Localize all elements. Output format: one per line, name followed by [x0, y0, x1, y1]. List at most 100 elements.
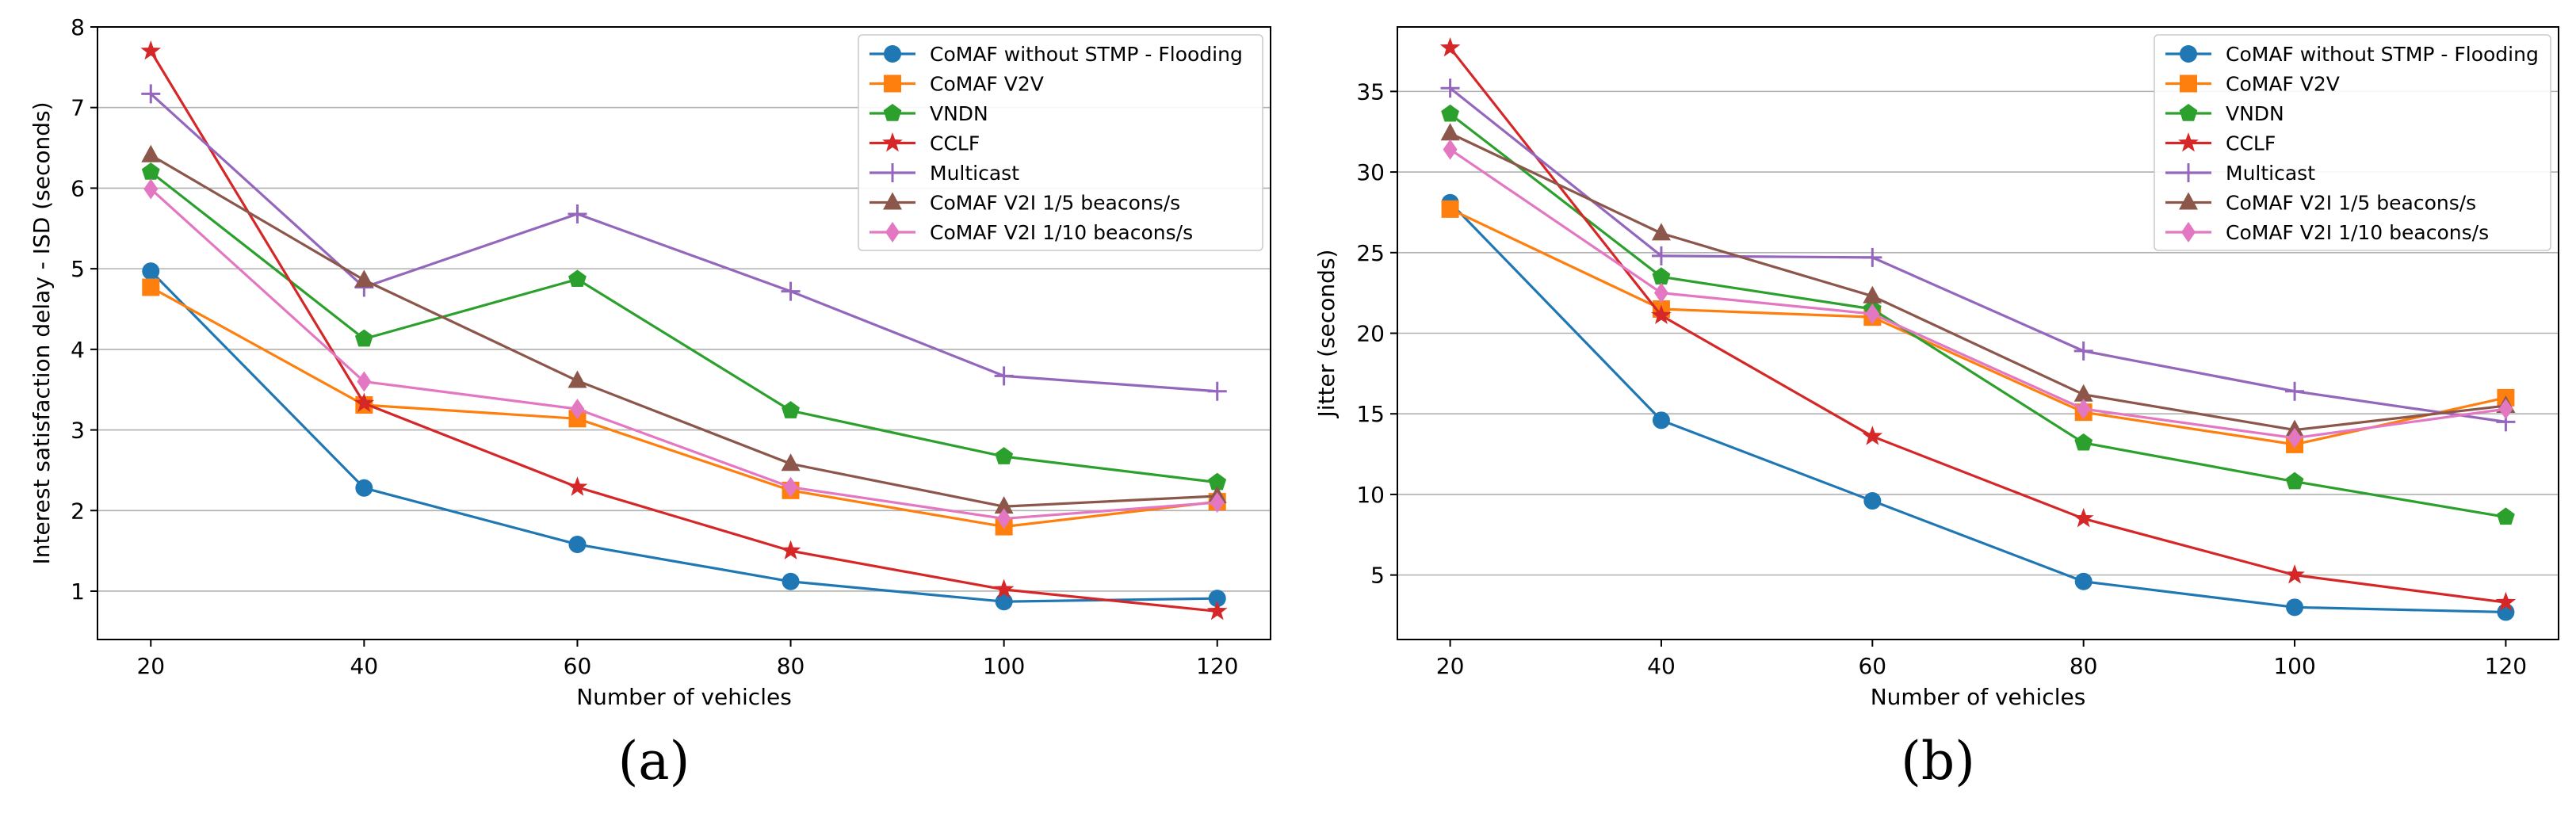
data-point	[568, 269, 587, 288]
legend-marker	[883, 192, 902, 210]
legend-marker	[884, 74, 901, 93]
data-point	[141, 162, 160, 180]
data-point	[1440, 78, 1460, 98]
data-point	[993, 578, 1015, 598]
series-line	[150, 170, 1217, 484]
y-tick-label: 1	[71, 578, 85, 605]
series-6	[1443, 139, 2513, 449]
series-3	[1439, 36, 2517, 612]
legend: CoMAF without STMP - Flooding CoMAF V2V VN…	[2154, 34, 2551, 251]
legend-label: VNDN	[930, 102, 988, 125]
y-axis-label: Jitter (seconds)	[1313, 250, 1340, 419]
legend-marker	[2179, 192, 2198, 210]
x-tick-label: 60	[564, 653, 592, 679]
data-point	[994, 496, 1014, 514]
data-point	[1653, 282, 1668, 304]
x-tick-label: 100	[983, 653, 1025, 679]
data-point	[2073, 341, 2093, 361]
x-tick-label: 120	[1196, 653, 1238, 679]
series-line	[1449, 132, 2506, 432]
y-tick-label: 6	[71, 175, 85, 201]
legend-marker	[883, 104, 902, 121]
data-point	[2073, 507, 2094, 528]
legend-marker	[884, 45, 901, 63]
data-point	[782, 572, 800, 590]
y-tick-label: 30	[1356, 159, 1385, 185]
data-point	[1863, 492, 1882, 510]
series-line	[1449, 201, 2506, 614]
legend-label: CoMAF without STMP - Flooding	[2226, 43, 2539, 66]
data-point	[1863, 247, 1882, 267]
series-line	[150, 270, 1217, 603]
legend-label: CoMAF V2I 1/10 beacons/s	[2226, 221, 2489, 244]
legend-label: CoMAF without STMP - Flooding	[930, 43, 1243, 66]
data-point	[995, 447, 1014, 464]
data-point	[2074, 433, 2093, 451]
data-point	[1863, 285, 1882, 304]
y-tick-label: 4	[71, 337, 85, 363]
series-2	[141, 162, 1227, 491]
data-point	[1865, 304, 1880, 325]
data-point	[1443, 139, 1458, 160]
data-point	[996, 508, 1011, 529]
series-line	[1449, 113, 2506, 518]
data-point	[570, 399, 585, 420]
legend-marker	[885, 222, 900, 242]
legend-box	[858, 34, 1263, 251]
data-point	[357, 371, 372, 392]
legend-marker	[2178, 132, 2199, 152]
data-point	[567, 476, 588, 496]
data-point	[354, 269, 374, 288]
data-point	[354, 329, 373, 347]
series-line	[150, 154, 1217, 508]
data-point	[1439, 36, 1461, 57]
legend-label: CoMAF V2V	[930, 73, 1044, 96]
series-line	[150, 188, 1217, 521]
data-point	[140, 40, 162, 60]
legend-label: CCLF	[2226, 132, 2276, 155]
legend-marker	[2181, 222, 2196, 242]
data-point	[143, 178, 159, 200]
y-tick-label: 25	[1356, 240, 1385, 266]
data-point	[2074, 572, 2093, 590]
y-tick-label: 2	[71, 498, 85, 524]
data-point	[782, 401, 800, 418]
legend-label: Multicast	[930, 162, 1019, 185]
y-tick-label: 35	[1356, 78, 1385, 105]
data-point	[2284, 564, 2305, 584]
series-line	[1449, 87, 2506, 423]
data-point	[1651, 223, 1671, 241]
legend-marker	[883, 163, 902, 182]
legend-marker	[2180, 45, 2197, 63]
legend-label: CCLF	[930, 132, 980, 155]
x-tick-label: 80	[777, 653, 805, 679]
series-1	[142, 278, 1226, 536]
data-point	[1206, 600, 1228, 620]
data-point	[568, 370, 587, 388]
legend-label: CoMAF V2I 1/10 beacons/s	[930, 221, 1193, 244]
x-tick-label: 60	[1858, 653, 1886, 679]
x-tick-label: 120	[2485, 653, 2527, 679]
data-point	[781, 453, 801, 472]
y-tick-label: 20	[1356, 321, 1385, 347]
y-tick-label: 15	[1356, 401, 1385, 427]
x-tick-label: 40	[350, 653, 379, 679]
data-point	[2495, 591, 2517, 612]
data-point	[1208, 590, 1226, 608]
series-line	[149, 50, 1217, 613]
series-4	[1440, 78, 2516, 432]
y-tick-label: 3	[71, 418, 85, 444]
y-tick-label: 8	[71, 14, 85, 40]
legend-marker	[2179, 104, 2198, 121]
data-point	[995, 593, 1013, 611]
legend-box	[2154, 34, 2551, 251]
data-point	[141, 144, 161, 162]
legend: CoMAF without STMP - Flooding CoMAF V2V VN…	[858, 34, 1263, 251]
y-tick-label: 7	[71, 95, 85, 121]
data-point	[2285, 381, 2305, 401]
x-tick-label: 100	[2273, 653, 2315, 679]
y-axis-label: Interest satisfaction delay - ISD (secon…	[29, 101, 55, 564]
data-point	[780, 540, 801, 560]
data-point	[783, 476, 798, 498]
x-axis-label: Number of vehicles	[576, 684, 792, 710]
